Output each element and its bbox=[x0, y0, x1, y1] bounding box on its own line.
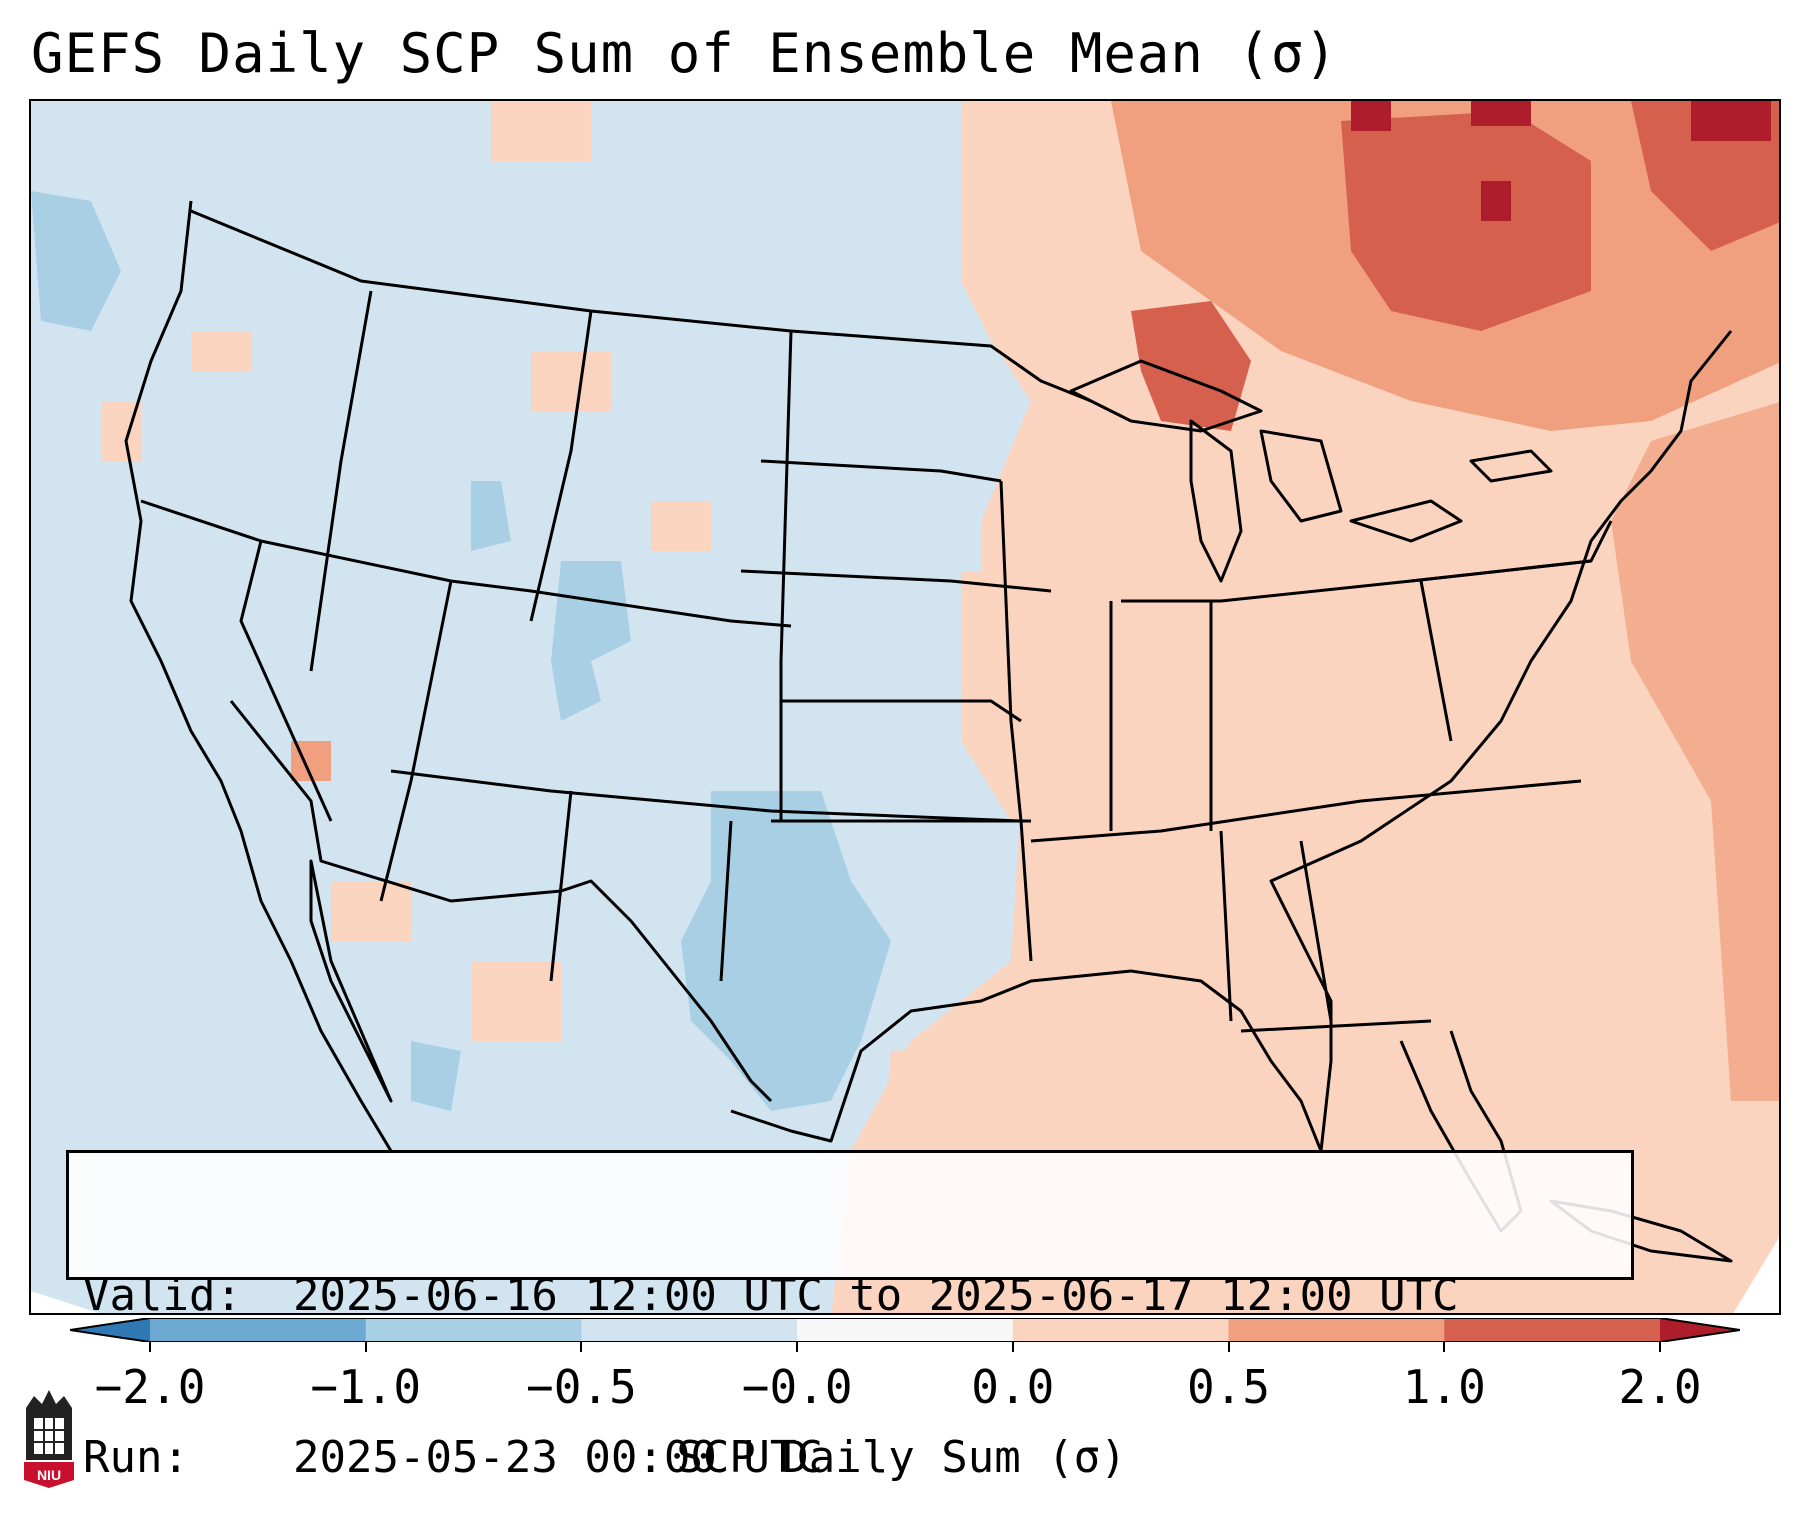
very-strong-anomaly-region-quebec bbox=[1341, 111, 1591, 331]
colorbar-tickmark bbox=[796, 1342, 799, 1352]
colorbar-segment bbox=[1228, 1318, 1445, 1342]
niu-logo: NIU bbox=[24, 1390, 74, 1488]
projection-edge bbox=[1733, 1237, 1779, 1313]
logo-shield bbox=[24, 1462, 74, 1488]
state-border bbox=[549, 790, 573, 982]
state-border bbox=[309, 290, 373, 672]
state-border bbox=[1419, 580, 1453, 742]
positive-anomaly-cell bbox=[191, 331, 251, 371]
colorbar-extend-low bbox=[70, 1318, 150, 1342]
positive-anomaly-cell bbox=[651, 501, 711, 551]
great-lakes-michigan bbox=[1189, 419, 1243, 583]
state-border bbox=[760, 459, 1002, 483]
validity-info-box: Valid: 2025-06-16 12:00 UTC to 2025-06-17… bbox=[66, 1150, 1634, 1483]
state-border bbox=[1410, 520, 1613, 583]
colorbar-tick-label: −2.0 bbox=[94, 1360, 206, 1414]
map-borders bbox=[124, 200, 1733, 1263]
coastline-atlantic bbox=[1269, 330, 1733, 1152]
strong-anomaly-region-atlantic bbox=[1611, 402, 1779, 1101]
colorbar-tick-label: 1.0 bbox=[1402, 1360, 1486, 1414]
valid-row: Valid: 2025-06-16 12:00 UTC to 2025-06-17… bbox=[83, 1269, 1617, 1323]
colorbar-tickmark bbox=[1227, 1342, 1230, 1352]
extreme-anomaly-cell bbox=[1351, 101, 1391, 131]
colorbar-segment bbox=[150, 1318, 367, 1342]
positive-anomaly-cell bbox=[531, 351, 611, 411]
state-border bbox=[379, 580, 453, 902]
state-border bbox=[1019, 820, 1033, 962]
colorbar-segment bbox=[1444, 1318, 1661, 1342]
colorbar-tickmark bbox=[1443, 1342, 1446, 1352]
state-border bbox=[529, 310, 593, 622]
colorbar-tick-label: −1.0 bbox=[310, 1360, 422, 1414]
negative-anomaly-region-colorado bbox=[551, 561, 631, 721]
run-label: Run: bbox=[83, 1432, 189, 1483]
us-mexico-border bbox=[229, 700, 773, 1103]
great-lakes-superior bbox=[1069, 359, 1263, 433]
colorbar bbox=[70, 1318, 1740, 1342]
great-lakes-erie bbox=[1349, 499, 1463, 543]
valid-value: 2025-06-16 12:00 UTC to 2025-06-17 12:00… bbox=[293, 1270, 1459, 1321]
colorbar-segment bbox=[1012, 1318, 1230, 1342]
state-border bbox=[1219, 830, 1233, 1022]
great-lakes-ontario bbox=[1469, 449, 1553, 483]
colorbar-segment bbox=[797, 1318, 1014, 1342]
state-border bbox=[1240, 1019, 1432, 1033]
chart-title: GEFS Daily SCP Sum of Ensemble Mean (σ) bbox=[31, 22, 1338, 85]
colorbar-extend-high bbox=[1660, 1318, 1740, 1342]
state-border bbox=[999, 480, 1023, 822]
run-row: Run: 2025-05-23 00:00 UTC bbox=[83, 1431, 1617, 1485]
positive-anomaly-cell bbox=[331, 881, 411, 941]
extreme-anomaly-cell bbox=[1471, 101, 1531, 126]
negative-anomaly-region-texas bbox=[681, 791, 891, 1111]
colorbar-tickmark bbox=[580, 1342, 583, 1352]
logo-text: NIU bbox=[37, 1467, 61, 1483]
logo-window-grid bbox=[34, 1418, 64, 1454]
baja-california bbox=[309, 859, 393, 1103]
state-border bbox=[779, 330, 793, 821]
state-border bbox=[1030, 779, 1582, 843]
colorbar-tick-label: 0.5 bbox=[1187, 1360, 1271, 1414]
colorbar-tickmark bbox=[1659, 1342, 1661, 1352]
coastline-gulf bbox=[730, 969, 1323, 1152]
run-value: 2025-05-23 00:00 UTC bbox=[293, 1432, 823, 1483]
positive-anomaly-cell bbox=[491, 101, 591, 161]
very-strong-anomaly-region-ontario bbox=[1131, 301, 1251, 431]
anomaly-map bbox=[31, 101, 1779, 1313]
state-border bbox=[239, 540, 333, 822]
map-panel bbox=[29, 99, 1781, 1315]
colorbar-tickmark bbox=[1011, 1342, 1014, 1352]
colorbar-segment bbox=[365, 1318, 582, 1342]
state-border bbox=[140, 499, 792, 628]
positive-anomaly-cell bbox=[471, 961, 561, 1041]
colorbar-tick-label: −0.5 bbox=[526, 1360, 637, 1414]
colorbar-tick-label: 2.0 bbox=[1618, 1360, 1702, 1414]
valid-label: Valid: bbox=[83, 1270, 242, 1321]
colorbar-tick-label: −0.0 bbox=[741, 1360, 853, 1414]
negative-anomaly-region-utah bbox=[471, 481, 511, 551]
state-border bbox=[390, 769, 1022, 823]
colorbar-tick-label: 0.0 bbox=[971, 1360, 1055, 1414]
logo-window-lines bbox=[34, 1418, 64, 1454]
colorbar-label: SCP Daily Sum (σ) bbox=[676, 1432, 1127, 1483]
colorbar-segment bbox=[581, 1318, 798, 1342]
coastline-west bbox=[124, 200, 393, 1152]
extreme-anomaly-cell bbox=[1481, 181, 1511, 221]
negative-anomaly-region-pacific bbox=[31, 191, 121, 331]
extreme-anomaly-cell bbox=[1691, 101, 1771, 141]
state-border bbox=[740, 569, 1052, 593]
great-lakes-huron bbox=[1259, 429, 1343, 523]
colorbar-tickmark bbox=[149, 1342, 151, 1352]
negative-anomaly-region-mexico bbox=[411, 1041, 461, 1111]
positive-anomaly-region-midwest bbox=[961, 571, 1361, 821]
colorbar-tickmark bbox=[364, 1342, 367, 1352]
state-border bbox=[1299, 840, 1333, 1022]
state-border bbox=[719, 820, 733, 982]
